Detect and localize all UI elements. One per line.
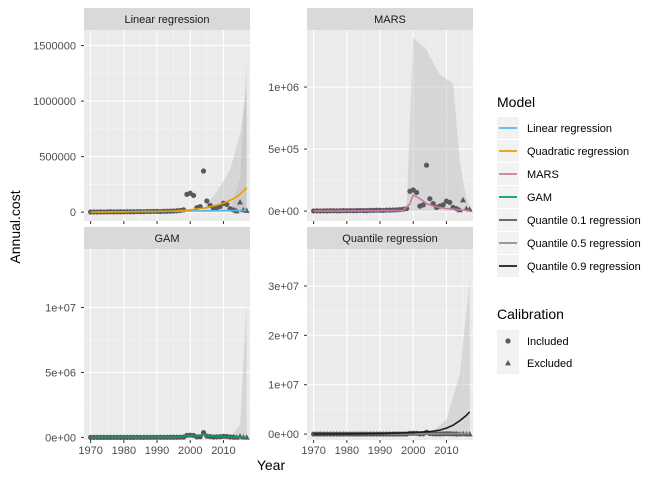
panel-background: [307, 249, 473, 440]
x-axis-title: Year: [257, 457, 286, 473]
legend-key: [497, 330, 519, 352]
strip-background: [84, 227, 250, 249]
y-tick-label: 1000000: [33, 96, 76, 108]
included-point: [204, 198, 210, 204]
plot-area: [88, 304, 250, 440]
y-tick-label: 1500000: [33, 41, 76, 53]
panel-background: [84, 30, 250, 221]
panel-background: [307, 30, 473, 221]
x-tick-label: 2000: [401, 445, 425, 457]
strip-title: GAM: [154, 233, 179, 245]
panel-mars: MARS 0e+00 5e+05 1e+06: [268, 8, 473, 224]
confidence-ribbon: [230, 62, 247, 213]
panel-quantile-regression: Quantile regression 0e+00 1e+07 2e+07 3e+07 1…: [268, 227, 473, 457]
x-tick-label: 2000: [178, 445, 202, 457]
strip-title: Quantile regression: [342, 233, 437, 245]
legend-key: [497, 232, 519, 254]
legend-label: GAM: [527, 192, 552, 204]
x-tick-label: 1970: [301, 445, 325, 457]
legend-calibration: Calibration Included Excluded: [497, 306, 572, 374]
legend-title-calibration: Calibration: [497, 306, 564, 322]
excluded-point: [460, 196, 467, 203]
x-tick-label: 1970: [78, 445, 102, 457]
panels-layer: Linear regression 0 500000 1000000 1500000 MA…: [33, 8, 473, 457]
legend-label: Excluded: [527, 358, 572, 370]
legend-key: [497, 186, 519, 208]
legend-excluded-symbol: [505, 360, 511, 366]
included-point: [200, 168, 207, 174]
y-tick-label: 500000: [39, 152, 76, 164]
plot-area: [88, 62, 250, 215]
legend-title-model: Model: [497, 94, 535, 110]
x-tick-label: 1980: [112, 445, 136, 457]
x-tick-label: 2010: [434, 445, 458, 457]
gridlines: [84, 30, 250, 221]
strip-title: Linear regression: [125, 14, 210, 26]
included-point: [423, 162, 430, 168]
legend-label: Included: [527, 336, 569, 348]
included-point: [420, 202, 426, 208]
fit-line-quadratic-regression: [90, 187, 248, 213]
strip-background: [307, 227, 473, 249]
y-tick-label: 5e+06: [45, 367, 76, 379]
panel-linear-regression: Linear regression 0 500000 1000000 1500000: [33, 8, 250, 224]
confidence-ribbon: [230, 304, 247, 438]
x-tick-label: 1990: [368, 445, 392, 457]
strip-background: [307, 8, 473, 30]
y-tick-label: 5e+05: [268, 144, 299, 156]
y-tick-label: 1e+06: [268, 82, 299, 94]
plot-area: [311, 281, 473, 437]
y-tick-label: 0e+00: [45, 432, 76, 444]
included-point: [427, 196, 433, 202]
y-tick-label: 0e+00: [268, 429, 299, 441]
y-tick-label: 1e+07: [268, 380, 299, 392]
legend: Model Linear regression Quadratic regressi…: [497, 94, 641, 374]
legend-model: Model Linear regression Quadratic regressi…: [497, 94, 641, 277]
plot-area: [311, 37, 473, 214]
legend-label: Quantile 0.5 regression: [527, 238, 641, 250]
gridlines: [307, 249, 473, 440]
included-point: [190, 192, 197, 199]
panel-background: [84, 249, 250, 440]
legend-key: [497, 117, 519, 139]
included-point: [413, 189, 420, 196]
y-tick-label: 0: [70, 207, 76, 219]
legend-key: [497, 255, 519, 277]
legend-label: MARS: [527, 169, 559, 181]
x-tick-label: 1990: [145, 445, 169, 457]
gridlines: [307, 30, 473, 221]
strip-title: MARS: [374, 14, 406, 26]
legend-key: [497, 163, 519, 185]
legend-label: Quadratic regression: [527, 146, 629, 158]
confidence-ribbon: [429, 281, 470, 435]
legend-key: [497, 140, 519, 162]
fit-line-quantile-0-9-regression: [313, 411, 471, 435]
strip-background: [84, 8, 250, 30]
confidence-ribbon: [200, 87, 247, 213]
legend-key: [497, 209, 519, 231]
included-point: [447, 199, 453, 205]
x-tick-label: 2010: [211, 445, 235, 457]
excluded-point: [243, 207, 250, 213]
fit-line-mars: [313, 194, 470, 212]
y-axis-title: Annual.cost: [7, 190, 23, 263]
included-point: [200, 429, 207, 436]
included-point: [440, 202, 446, 208]
panel-gam: GAM 0e+00 5e+06 1e+07 1970 1980 1990 2000 2010: [45, 227, 250, 457]
legend-included-symbol: [505, 338, 511, 344]
legend-label: Linear regression: [527, 123, 612, 135]
legend-key: [497, 352, 519, 374]
y-tick-label: 1e+07: [45, 302, 76, 314]
legend-label: Quantile 0.1 regression: [527, 215, 641, 227]
legend-label: Quantile 0.9 regression: [527, 261, 641, 273]
y-tick-label: 3e+07: [268, 281, 299, 293]
x-tick-label: 1980: [335, 445, 359, 457]
fit-line-gam: [90, 434, 247, 439]
excluded-point: [237, 199, 244, 205]
y-tick-label: 2e+07: [268, 330, 299, 342]
y-tick-label: 0e+00: [268, 206, 299, 218]
confidence-ribbon: [406, 37, 470, 212]
